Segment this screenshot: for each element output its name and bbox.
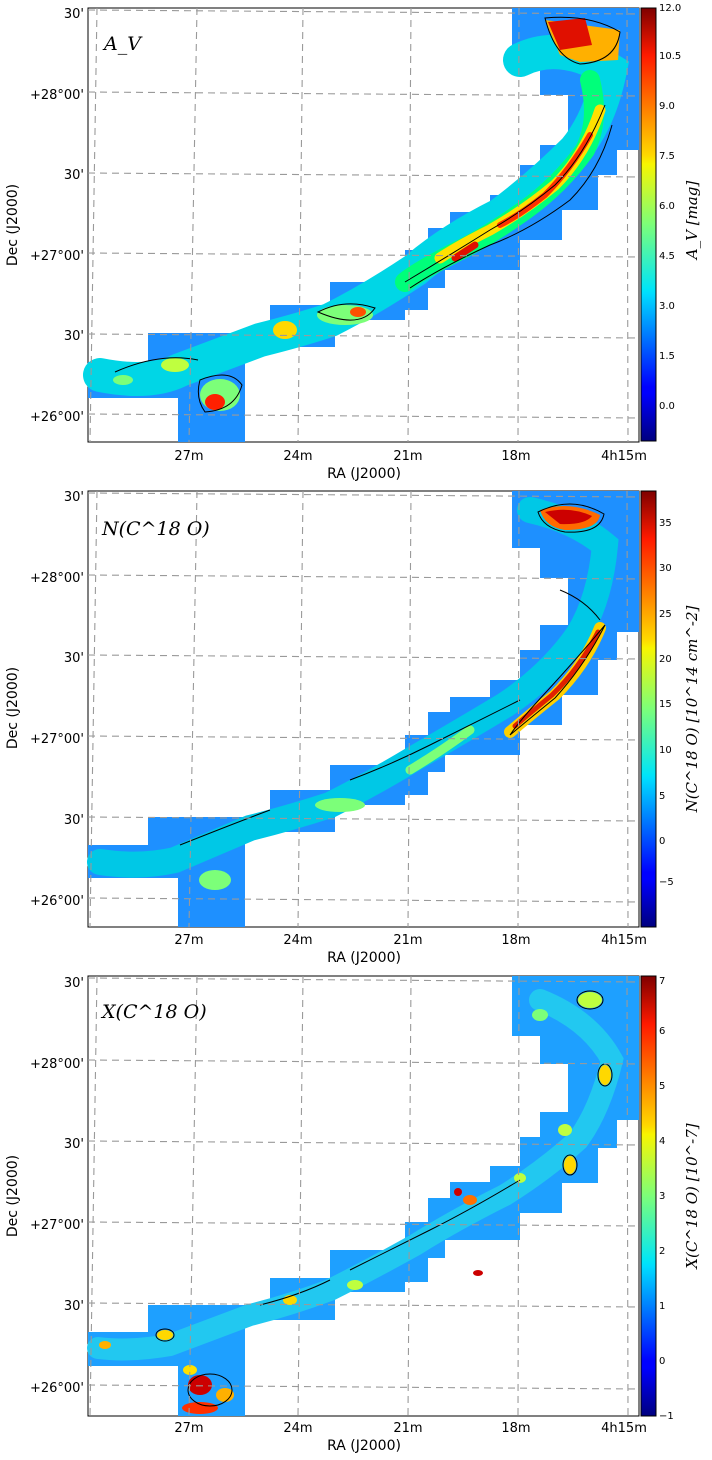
contours	[179, 503, 606, 846]
grid-lines	[87, 7, 640, 443]
colorbar-tick: 12.0	[659, 3, 681, 14]
y-tick: 30'	[64, 1299, 84, 1314]
x-tick: 21m	[393, 933, 422, 948]
colorbar-tick: 20	[659, 654, 672, 665]
x-tick: 18m	[501, 933, 530, 948]
x-tick: 4h15m	[601, 449, 647, 464]
colorbar	[640, 975, 657, 1417]
x-axis-label: RA (J2000)	[327, 1438, 401, 1454]
x-tick: 24m	[283, 933, 312, 948]
x-tick: 21m	[393, 1421, 422, 1436]
y-tick: 30'	[64, 651, 84, 666]
panel-label: N(C^18 O)	[101, 518, 210, 540]
intensity-map	[87, 976, 639, 1416]
colorbar-tick: 2	[659, 1246, 665, 1257]
colorbar-tick: 7.5	[659, 151, 675, 162]
grid-lines	[87, 490, 640, 928]
y-tick: 30'	[64, 976, 84, 991]
colorbar-tick: 6.0	[659, 201, 675, 212]
y-axis-label: Dec (J2000)	[5, 184, 21, 266]
colorbar-tick: 25	[659, 609, 672, 620]
panel-xc18o: X(C^18 O) 30' +28°00' 30' +27°00' 30' +2…	[5, 975, 701, 1454]
panel-nc18o: N(C^18 O) 30' +28°00' 30' +27°00' 30' +2…	[5, 490, 701, 966]
x-tick: 24m	[283, 449, 312, 464]
grid-lines	[87, 975, 640, 1417]
colorbar-tick: 7	[659, 976, 665, 987]
y-axis-label: Dec (J2000)	[5, 1155, 21, 1237]
colorbar	[640, 490, 657, 928]
colorbar-tick: 5	[659, 1081, 665, 1092]
colorbar-tick: 0	[659, 836, 665, 847]
y-tick: +26°00'	[30, 1381, 84, 1396]
x-tick: 27m	[174, 1421, 203, 1436]
colorbar-tick: 6	[659, 1026, 665, 1037]
x-tick: 24m	[283, 1421, 312, 1436]
colorbar-tick: 0.0	[659, 401, 675, 412]
colorbar-tick: 1.5	[659, 351, 675, 362]
colorbar-tick: 0	[659, 1356, 665, 1367]
colorbar-tick: 10.5	[659, 51, 681, 62]
colorbar-tick: −1	[659, 1411, 674, 1422]
colorbar-tick: 10	[659, 745, 672, 756]
panel-label: A_V	[102, 33, 143, 55]
y-tick: 30'	[64, 490, 84, 505]
y-tick: 30'	[64, 1137, 84, 1152]
colorbar-tick: 3.0	[659, 301, 675, 312]
colorbar-tick: 5	[659, 791, 665, 802]
y-tick: +27°00'	[30, 732, 84, 747]
panel-av: A_V 30' +28°00' 30' +27°00' 30' +26°00' …	[5, 3, 701, 482]
y-tick: +28°00'	[30, 88, 84, 103]
colorbar-tick: 30	[659, 563, 672, 574]
y-tick: 30'	[64, 168, 84, 183]
x-axis-label: RA (J2000)	[327, 950, 401, 966]
x-tick: 4h15m	[601, 933, 647, 948]
y-tick: +26°00'	[30, 894, 84, 909]
colorbar-tick: 4	[659, 1136, 665, 1147]
colorbar-tick: 3	[659, 1191, 665, 1202]
colorbar-tick: −5	[659, 877, 674, 888]
y-tick: 30'	[64, 7, 84, 22]
y-tick: +26°00'	[30, 410, 84, 425]
colorbar-tick: 15	[659, 699, 672, 710]
x-tick: 4h15m	[601, 1421, 647, 1436]
x-tick: 18m	[501, 1421, 530, 1436]
y-tick: +27°00'	[30, 249, 84, 264]
colorbar-label: N(C^18 O) [10^14 cm^-2]	[683, 605, 701, 813]
x-tick: 27m	[174, 449, 203, 464]
panel-label: X(C^18 O)	[100, 1001, 207, 1023]
y-tick: 30'	[64, 813, 84, 828]
colorbar-tick: 35	[659, 518, 672, 529]
colorbar-tick: 9.0	[659, 101, 675, 112]
x-tick: 27m	[174, 933, 203, 948]
y-axis-label: Dec (J2000)	[5, 667, 21, 749]
y-tick: 30'	[64, 329, 84, 344]
y-tick: +28°00'	[30, 571, 84, 586]
colorbar-tick: 1	[659, 1301, 665, 1312]
x-tick: 18m	[501, 449, 530, 464]
y-tick: +27°00'	[30, 1218, 84, 1233]
x-axis-label: RA (J2000)	[327, 466, 401, 482]
colorbar-tick: 4.5	[659, 251, 675, 262]
colorbar	[640, 7, 657, 442]
colorbar-label: X(C^18 O) [10^-7]	[683, 1123, 701, 1269]
colorbar-label: A_V [mag]	[683, 181, 701, 262]
x-tick: 21m	[393, 449, 422, 464]
y-tick: +28°00'	[30, 1057, 84, 1072]
